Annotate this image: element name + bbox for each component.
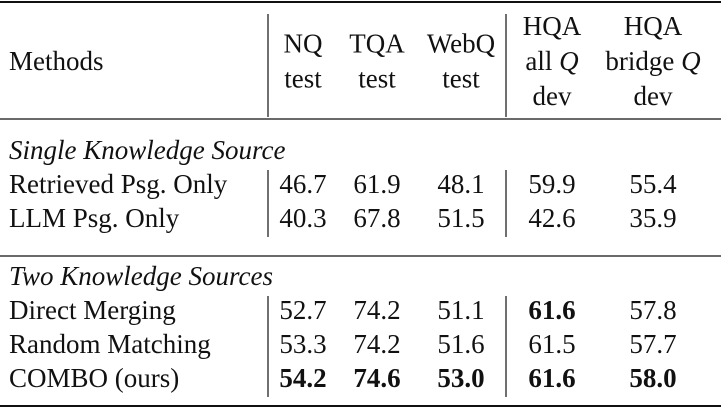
header-text: bridge: [605, 46, 681, 76]
cell: 48.1: [437, 169, 484, 199]
header-label: TQA: [349, 29, 405, 59]
header-text: dev: [634, 81, 673, 111]
section-title: Single Knowledge Source: [9, 135, 285, 165]
cell: 46.7: [279, 169, 326, 199]
cell: 55.4: [629, 169, 677, 199]
cell: 51.1: [437, 295, 484, 325]
header-text: HQA: [523, 11, 582, 41]
header-text: test: [284, 64, 322, 94]
header-label: all Q: [525, 46, 578, 76]
cell: 58.0: [629, 363, 676, 393]
header-text: all: [525, 46, 559, 76]
header-text: HQA: [624, 11, 683, 41]
header-label: Methods: [9, 46, 104, 76]
method-name: COMBO (ours): [9, 363, 179, 393]
header-label: test: [358, 64, 396, 94]
header-text: dev: [533, 81, 572, 111]
cell: 57.8: [629, 295, 676, 325]
cell: 61.6: [528, 295, 575, 325]
header-label: dev: [533, 81, 572, 111]
cell: 61.6: [528, 363, 575, 393]
header-label: test: [442, 64, 480, 94]
cell: 67.8: [353, 203, 400, 233]
cell: 53.0: [437, 363, 484, 393]
cell: 74.6: [353, 363, 400, 393]
cell: 52.7: [279, 295, 326, 325]
cell: 74.2: [353, 329, 400, 359]
header-label: HQA: [624, 11, 683, 41]
cell: 57.7: [629, 329, 676, 359]
header-text: WebQ: [427, 29, 496, 59]
header-label: WebQ: [427, 29, 496, 59]
header-text: Q: [559, 46, 579, 76]
header-text: NQ: [284, 29, 323, 59]
method-name: Random Matching: [9, 329, 211, 359]
header-text: test: [358, 64, 396, 94]
header-label: HQA: [523, 11, 582, 41]
header-label: test: [284, 64, 322, 94]
method-name: Retrieved Psg. Only: [9, 169, 228, 199]
cell: 53.3: [279, 329, 326, 359]
cell: 42.6: [528, 203, 575, 233]
cell: 40.3: [279, 203, 326, 233]
cell: 51.6: [437, 329, 484, 359]
header-text: test: [442, 64, 480, 94]
header-label: dev: [634, 81, 673, 111]
cell: 74.2: [353, 295, 400, 325]
header-text: Q: [681, 46, 701, 76]
section-title: Two Knowledge Sources: [9, 261, 273, 291]
header-label: bridge Q: [605, 46, 700, 76]
cell: 35.9: [629, 203, 676, 233]
header-label: NQ: [284, 29, 323, 59]
cell: 51.5: [437, 203, 484, 233]
cell: 59.9: [528, 169, 575, 199]
cell: 54.2: [279, 363, 326, 393]
cell: 61.9: [353, 169, 400, 199]
method-name: LLM Psg. Only: [9, 203, 180, 233]
method-name: Direct Merging: [9, 295, 176, 325]
header-text: TQA: [349, 29, 405, 59]
cell: 61.5: [528, 329, 575, 359]
